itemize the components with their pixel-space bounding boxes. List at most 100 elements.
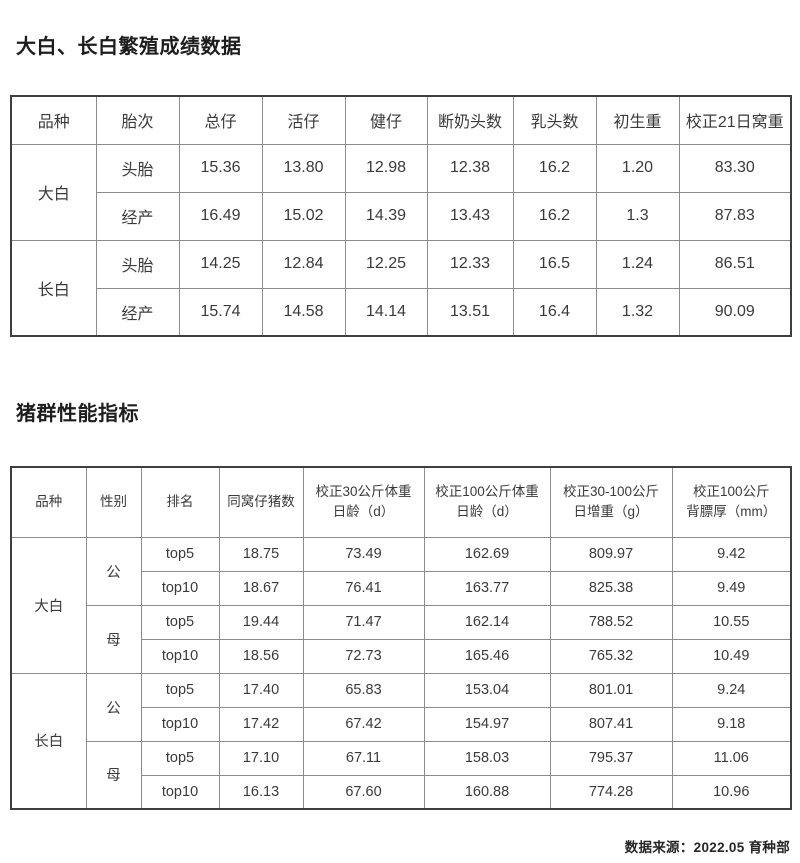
- table1-header-row: 品种 胎次 总仔 活仔 健仔 断奶头数 乳头数 初生重 校正21日窝重: [10, 95, 792, 145]
- section1-title: 大白、长白繁殖成绩数据: [16, 36, 242, 58]
- column-header-total-born: 总仔: [178, 95, 263, 145]
- table-cell: 71.47: [302, 604, 425, 640]
- column-header-adj-30kg-age: 校正30公斤体重 日龄（d）: [302, 466, 425, 538]
- table-cell: 13.51: [426, 287, 514, 337]
- table-cell: 163.77: [423, 570, 551, 606]
- table-row: top10 16.13 67.60 160.88 774.28 10.96: [11, 774, 792, 810]
- table-cell: 162.14: [423, 604, 551, 640]
- parity-cell: 经产: [95, 191, 180, 241]
- header-line1: 校正100公斤体重: [435, 484, 539, 499]
- table-cell: 1.24: [595, 239, 680, 289]
- table-cell: 825.38: [549, 570, 673, 606]
- table-cell: 12.98: [344, 143, 428, 193]
- breeding-performance-table: 品种 胎次 总仔 活仔 健仔 断奶头数 乳头数 初生重 校正21日窝重 大白 头…: [10, 95, 792, 337]
- column-header-breed: 品种: [10, 466, 87, 538]
- table-cell: 9.24: [671, 672, 792, 708]
- column-header-teat-count: 乳头数: [512, 95, 597, 145]
- table-row: 长白 公 top5 17.40 65.83 153.04 801.01 9.24: [10, 672, 792, 810]
- column-header-adj-daily-gain: 校正30-100公斤 日增重（g）: [549, 466, 673, 538]
- rank-cell: top5: [140, 536, 220, 572]
- column-header-sex: 性别: [85, 466, 142, 538]
- table-cell: 774.28: [549, 774, 673, 810]
- column-header-adj-21d-litter-weight: 校正21日窝重: [678, 95, 792, 145]
- table-cell: 801.01: [549, 672, 673, 708]
- header-line1: 校正30-100公斤: [562, 484, 660, 499]
- table-cell: 19.44: [218, 604, 304, 640]
- table-cell: 17.42: [218, 706, 304, 742]
- table-cell: 807.41: [549, 706, 673, 742]
- parity-cell: 头胎: [95, 143, 180, 193]
- table-row: 长白 头胎 14.25 12.84 12.25 12.33 16.5 1.24 …: [10, 239, 792, 337]
- sex-cell: 母: [85, 604, 142, 674]
- table-cell: 16.13: [218, 774, 304, 810]
- column-header-birth-weight: 初生重: [595, 95, 680, 145]
- table-cell: 154.97: [423, 706, 551, 742]
- rank-cell: top5: [140, 604, 220, 640]
- table-cell: 9.49: [671, 570, 792, 606]
- table-cell: 9.42: [671, 536, 792, 572]
- table-row: 经产 16.49 15.02 14.39 13.43 16.2 1.3 87.8…: [11, 191, 792, 241]
- table-cell: 12.25: [344, 239, 428, 289]
- table-cell: 10.49: [671, 638, 792, 674]
- column-header-born-alive: 活仔: [261, 95, 346, 145]
- column-header-parity: 胎次: [95, 95, 180, 145]
- sex-cell: 公: [85, 536, 142, 606]
- table-cell: 16.49: [178, 191, 263, 241]
- table-cell: 18.75: [218, 536, 304, 572]
- parity-cell: 头胎: [95, 239, 180, 289]
- header-line1: 校正30公斤体重: [315, 484, 412, 499]
- section2-title: 猪群性能指标: [16, 403, 139, 425]
- column-header-breed: 品种: [10, 95, 97, 145]
- rank-cell: top10: [140, 706, 220, 742]
- table-cell: 158.03: [423, 740, 551, 776]
- table-cell: 12.38: [426, 143, 514, 193]
- column-header-rank: 排名: [140, 466, 220, 538]
- table-cell: 13.80: [261, 143, 346, 193]
- rank-cell: top10: [140, 638, 220, 674]
- table-cell: 90.09: [678, 287, 792, 337]
- table-cell: 15.36: [178, 143, 263, 193]
- table-cell: 16.2: [512, 143, 597, 193]
- table-cell: 16.4: [512, 287, 597, 337]
- parity-cell: 经产: [95, 287, 180, 337]
- herd-performance-table: 品种 性别 排名 同窝仔猪数 校正30公斤体重 日龄（d） 校正100公斤体重 日龄…: [10, 466, 792, 810]
- breed-cell: 大白: [10, 536, 87, 674]
- table-cell: 17.40: [218, 672, 304, 708]
- table-cell: 14.39: [344, 191, 428, 241]
- table-cell: 160.88: [423, 774, 551, 810]
- table-row: top10 17.42 67.42 154.97 807.41 9.18: [11, 706, 792, 742]
- data-source-note: 数据来源：2022.05 育种部: [624, 840, 790, 855]
- rank-cell: top10: [140, 774, 220, 810]
- rank-cell: top10: [140, 570, 220, 606]
- table-cell: 18.56: [218, 638, 304, 674]
- header-line1: 校正100公斤: [692, 484, 770, 499]
- table-cell: 17.10: [218, 740, 304, 776]
- table-cell: 16.5: [512, 239, 597, 289]
- table-cell: 16.2: [512, 191, 597, 241]
- table-cell: 153.04: [423, 672, 551, 708]
- header-line2: 背膘厚（mm）: [686, 504, 777, 520]
- breed-cell: 长白: [10, 239, 97, 337]
- header-line2: 日龄（d）: [332, 504, 395, 520]
- table-cell: 67.60: [302, 774, 425, 810]
- table-cell: 67.11: [302, 740, 425, 776]
- header-line2: 日增重（g）: [573, 504, 649, 520]
- table-cell: 14.25: [178, 239, 263, 289]
- column-header-adj-100kg-age: 校正100公斤体重 日龄（d）: [423, 466, 551, 538]
- breed-cell: 长白: [10, 672, 87, 810]
- header-line2: 日龄（d）: [456, 504, 518, 520]
- table-cell: 12.33: [426, 239, 514, 289]
- sex-cell: 公: [85, 672, 142, 742]
- rank-cell: top5: [140, 672, 220, 708]
- table-cell: 14.14: [344, 287, 428, 337]
- table-row: 大白 头胎 15.36 13.80 12.98 12.38 16.2 1.20 …: [10, 143, 792, 241]
- table-cell: 809.97: [549, 536, 673, 572]
- column-header-weaned-count: 断奶头数: [426, 95, 514, 145]
- table-cell: 15.02: [261, 191, 346, 241]
- table-row: 母 top5 17.10 67.11 158.03 795.37 11.06: [11, 740, 792, 810]
- table-cell: 10.55: [671, 604, 792, 640]
- table-cell: 12.84: [261, 239, 346, 289]
- table-cell: 73.49: [302, 536, 425, 572]
- rank-cell: top5: [140, 740, 220, 776]
